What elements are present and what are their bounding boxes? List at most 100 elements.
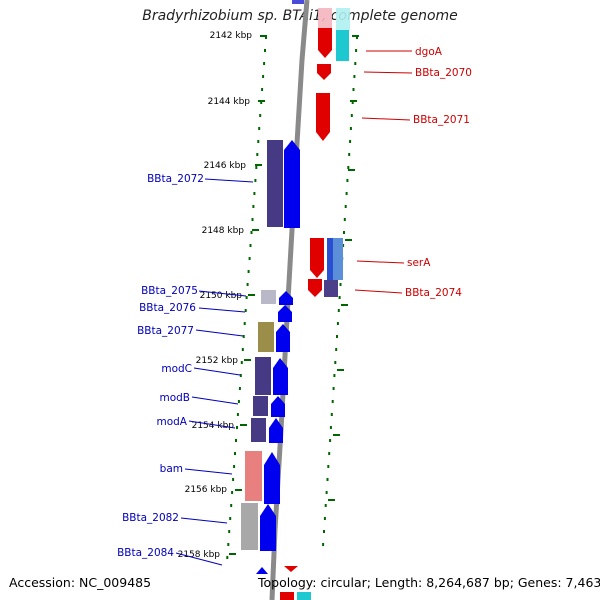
ruler-dot	[339, 283, 342, 286]
ruler-dot	[336, 335, 338, 338]
ruler-dot	[342, 244, 345, 247]
gene-arrow-modC	[273, 358, 288, 395]
ruler-dot	[246, 283, 249, 286]
tick-labels: 2142 kbp 2144 kbp 2146 kbp 2148 kbp 2150…	[178, 31, 253, 560]
ruler-dot	[254, 179, 257, 182]
leader-line	[198, 290, 247, 297]
gene-block-partial	[280, 592, 294, 600]
ruler-dot	[329, 439, 332, 442]
leader-line	[198, 307, 246, 313]
ruler-dot	[242, 335, 245, 338]
gene-label: bam	[160, 463, 183, 475]
gene-label: modC	[161, 363, 192, 375]
gene-label: BBta_2072	[147, 173, 204, 185]
leader-line	[195, 329, 244, 337]
ruler-dot	[260, 101, 263, 104]
ruler-dot	[338, 296, 341, 299]
gene-arrow-dgoA	[336, 30, 349, 61]
gene-block-faded	[318, 8, 332, 30]
ruler-dot	[345, 192, 348, 195]
ruler-dot	[256, 153, 259, 156]
left-tick-ruler	[226, 36, 267, 559]
ruler-dot	[227, 543, 230, 546]
ruler-dot	[323, 530, 325, 533]
gene-arrow-partial	[284, 566, 298, 572]
tick-label: 2144 kbp	[208, 97, 251, 107]
leader-line	[363, 71, 413, 74]
ruler-dot	[253, 192, 256, 195]
gene-label: BBta_2077	[137, 325, 194, 337]
tick-label: 2156 kbp	[185, 485, 228, 495]
ruler-dot	[330, 413, 333, 416]
ruler-dot	[353, 75, 356, 78]
ruler-dot	[335, 348, 338, 351]
leader-line	[354, 289, 403, 294]
ruler-dot	[325, 491, 328, 494]
ruler-dot	[230, 504, 233, 507]
gene-label: BBta_2074	[405, 287, 462, 299]
ruler-dot	[264, 49, 266, 52]
left-leader-lines	[175, 178, 254, 566]
ruler-dot	[236, 413, 239, 416]
ruler-dot	[326, 478, 329, 481]
leader-line	[204, 178, 254, 183]
tick-label: 2152 kbp	[196, 356, 239, 366]
gene-label: BBta_2084	[117, 547, 174, 559]
gene-label: BBta_2075	[141, 285, 198, 297]
ruler-dot	[265, 36, 267, 39]
topology-text: Topology: circular; Length: 8,264,687 bp…	[258, 575, 600, 590]
ruler-dot	[228, 530, 231, 533]
leader-line	[175, 552, 223, 566]
tick-label: 2146 kbp	[204, 161, 247, 171]
gene-arrow-BBta_2071	[316, 93, 330, 141]
ruler-dot	[331, 400, 334, 403]
gene-block-BBta_2074	[324, 280, 338, 297]
ruler-dot	[337, 309, 340, 312]
ruler-dot	[258, 127, 261, 130]
ruler-dot	[252, 205, 255, 208]
gene-arrow-BBta_2076	[278, 305, 292, 322]
ruler-dot	[334, 361, 337, 364]
right-tick-ruler	[322, 36, 358, 546]
ruler-dot	[232, 478, 235, 481]
gene-block-partial	[297, 592, 311, 600]
ruler-dot	[262, 75, 265, 78]
tick-label: 2150 kbp	[200, 291, 243, 301]
ruler-dot	[245, 296, 248, 299]
ruler-dot	[249, 244, 252, 247]
ruler-dot	[333, 374, 336, 377]
gene-block-modC	[255, 357, 271, 395]
ruler-dot	[346, 179, 349, 182]
ruler-dot	[347, 166, 350, 169]
ruler-dot	[351, 101, 354, 104]
gene-label: BBta_2076	[139, 302, 196, 314]
gene-block-faded	[292, 0, 304, 4]
tick-label: 2154 kbp	[192, 421, 235, 431]
gene-block-faded	[336, 8, 350, 30]
gene-arrow-serA	[310, 238, 324, 278]
tick-label: 2158 kbp	[178, 550, 221, 560]
ruler-dot	[231, 491, 234, 494]
ruler-dot	[248, 257, 251, 260]
tick-label: 2142 kbp	[210, 31, 253, 41]
gene-label: serA	[407, 257, 431, 269]
tick-dashes	[229, 35, 359, 555]
ruler-dot	[247, 270, 250, 273]
ruler-dot	[244, 309, 247, 312]
gene-arrow-BBta_2074	[308, 279, 322, 297]
ruler-dot	[356, 36, 358, 39]
ruler-dot	[239, 374, 242, 377]
tick-label: 2148 kbp	[202, 226, 245, 236]
ruler-dot	[355, 49, 358, 52]
gene-block	[333, 238, 343, 280]
ruler-dot	[323, 517, 326, 520]
ruler-dot	[250, 231, 253, 234]
gene-block-BBta_2075	[261, 290, 276, 304]
ruler-dot	[349, 127, 352, 130]
gene-arrow-BBta_2077	[276, 324, 290, 352]
gene-label: dgoA	[415, 46, 443, 58]
ruler-dot	[324, 504, 327, 507]
gene-arrow-partial	[256, 567, 268, 574]
